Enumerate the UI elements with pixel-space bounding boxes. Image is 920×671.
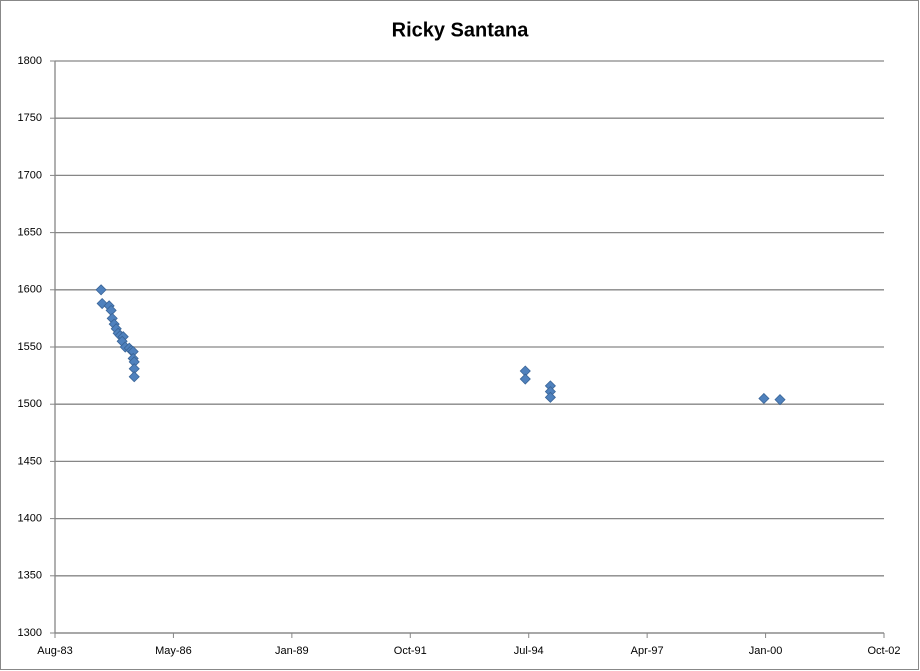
y-tick-label: 1300 <box>18 627 42 639</box>
x-tick-label: Jul-94 <box>514 645 544 657</box>
x-tick-label: Aug-83 <box>37 645 72 657</box>
x-tick-label: Jan-00 <box>749 645 783 657</box>
x-tick-label: May-86 <box>155 645 192 657</box>
point <box>128 371 140 383</box>
x-tick-label: Oct-02 <box>867 645 900 657</box>
chart-title: Ricky Santana <box>392 19 530 41</box>
y-tick-label: 1700 <box>18 169 42 181</box>
y-tick-label: 1750 <box>18 112 42 124</box>
point <box>519 373 531 385</box>
x-tick-label: Apr-97 <box>631 645 664 657</box>
point <box>96 297 108 310</box>
point <box>774 394 786 406</box>
y-tick-label: 1550 <box>18 341 42 353</box>
point <box>758 392 770 405</box>
y-tick-label: 1350 <box>18 570 42 582</box>
y-tick-label: 1450 <box>18 455 42 467</box>
point <box>95 284 107 296</box>
y-tick-label: 1650 <box>18 227 42 239</box>
x-tick-label: Jan-89 <box>275 645 309 657</box>
x-tick-label: Oct-91 <box>394 645 427 657</box>
y-tick-label: 1800 <box>18 55 42 67</box>
y-tick-label: 1600 <box>18 284 42 296</box>
point <box>544 391 556 403</box>
y-tick-label: 1500 <box>18 398 42 410</box>
y-tick-label: 1400 <box>18 513 42 525</box>
